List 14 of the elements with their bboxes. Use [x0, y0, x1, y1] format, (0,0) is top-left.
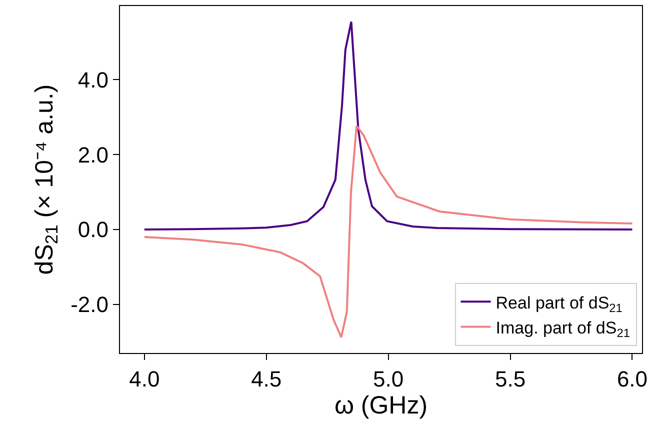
- x-tick-label: 4.0: [129, 366, 160, 392]
- legend-label: Real part of dS$_{21}$: [496, 293, 623, 315]
- line-series: [143, 20, 634, 230]
- x-tick-label: 5.0: [373, 366, 404, 392]
- x-tick-label: 4.5: [251, 366, 282, 392]
- x-axis-title: ω (GHz): [334, 392, 428, 420]
- legend-label: Imag. part of dS$_{21}$: [496, 318, 630, 340]
- y-tick-label: 2.0: [78, 142, 108, 168]
- line-series: [143, 124, 634, 338]
- x-tick-label: 5.5: [494, 366, 526, 392]
- x-tick-label: 6.0: [616, 366, 648, 392]
- y-tick-label: 4.0: [78, 67, 108, 92]
- y-tick-label: 0.0: [78, 217, 108, 242]
- y-tick-label: -2.0: [70, 292, 108, 318]
